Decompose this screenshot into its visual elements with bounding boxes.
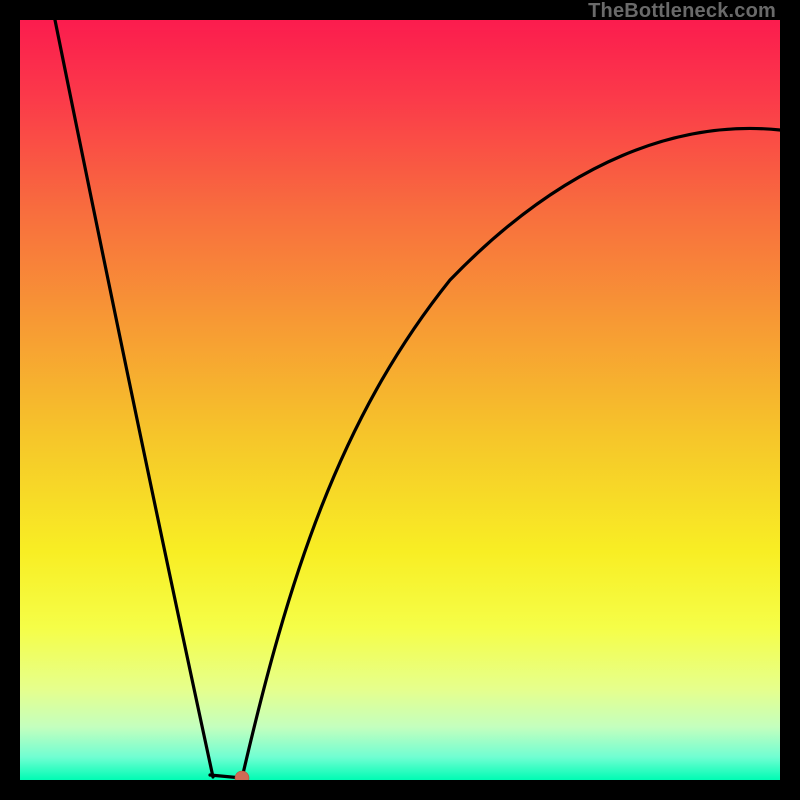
- plot-svg: [20, 20, 780, 780]
- plot-area: [20, 20, 780, 780]
- watermark-text: TheBottleneck.com: [588, 0, 776, 23]
- chart-frame: TheBottleneck.com: [0, 0, 800, 800]
